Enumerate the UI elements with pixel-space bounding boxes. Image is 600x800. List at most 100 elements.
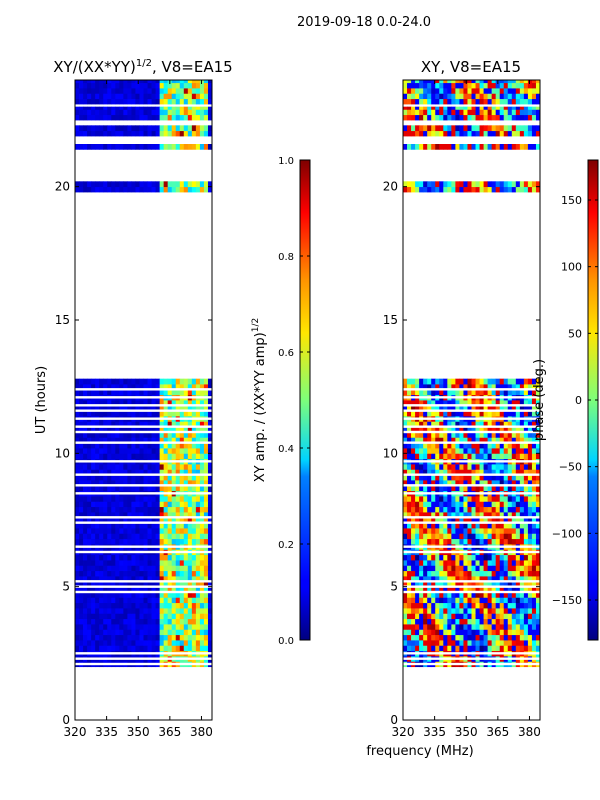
heatmap-cell bbox=[175, 442, 181, 449]
heatmap-cell bbox=[127, 405, 132, 412]
heatmap-cell bbox=[111, 144, 116, 150]
heatmap-cell bbox=[123, 432, 128, 438]
heatmap-cell bbox=[107, 421, 112, 428]
heatmap-cell bbox=[159, 144, 165, 150]
heatmap-cell bbox=[439, 410, 444, 417]
heatmap-cell bbox=[151, 565, 156, 572]
heatmap-cell bbox=[127, 82, 132, 89]
heatmap-cell bbox=[507, 485, 513, 492]
heatmap-cell bbox=[403, 88, 408, 94]
heatmap-cell bbox=[163, 485, 169, 492]
heatmap-cell bbox=[451, 426, 456, 433]
heatmap-cell bbox=[423, 389, 428, 396]
heatmap-cell bbox=[179, 565, 185, 572]
heatmap-cell bbox=[471, 88, 476, 94]
heatmap-cell bbox=[471, 538, 476, 545]
heatmap-cell bbox=[527, 613, 533, 620]
heatmap-cell bbox=[171, 432, 177, 438]
heatmap-cell bbox=[175, 144, 181, 150]
heatmap-cell bbox=[403, 560, 408, 566]
heatmap-cell bbox=[131, 453, 136, 460]
heatmap-cell bbox=[163, 496, 169, 502]
heatmap-cell bbox=[515, 512, 521, 518]
heatmap-cell bbox=[495, 384, 501, 390]
heatmap-cell bbox=[443, 432, 448, 438]
heatmap-cell bbox=[407, 405, 412, 412]
heatmap-cell bbox=[191, 485, 197, 492]
heatmap-cell bbox=[95, 469, 100, 476]
heatmap-cell bbox=[179, 144, 185, 150]
heatmap-cell bbox=[431, 496, 436, 502]
heatmap-cell bbox=[147, 426, 152, 433]
heatmap-cell bbox=[79, 410, 84, 417]
heatmap-cell bbox=[407, 560, 412, 566]
heatmap-cell bbox=[523, 474, 529, 481]
heatmap-cell bbox=[511, 130, 517, 137]
heatmap-cell bbox=[427, 512, 432, 518]
heatmap-cell bbox=[147, 400, 152, 406]
heatmap-cell bbox=[159, 448, 165, 454]
heatmap-cell bbox=[475, 464, 480, 470]
heatmap-cell bbox=[407, 437, 412, 444]
heatmap-cell bbox=[403, 629, 408, 636]
heatmap-cell bbox=[103, 602, 108, 609]
heatmap-cell bbox=[439, 645, 444, 652]
heatmap-cell bbox=[155, 130, 161, 137]
heatmap-cell bbox=[487, 384, 493, 390]
heatmap-cell bbox=[119, 98, 124, 105]
heatmap-cell bbox=[531, 437, 537, 444]
heatmap-cell bbox=[195, 613, 201, 620]
heatmap-cell bbox=[147, 597, 152, 604]
heatmap-cell bbox=[471, 586, 476, 593]
heatmap-cell bbox=[407, 602, 412, 609]
heatmap-cell bbox=[495, 448, 501, 454]
heatmap-cell bbox=[515, 560, 521, 566]
heatmap-cell bbox=[115, 186, 120, 193]
heatmap-cell bbox=[463, 554, 468, 561]
heatmap-cell bbox=[503, 480, 509, 486]
heatmap-cell bbox=[135, 426, 140, 433]
heatmap-cell bbox=[183, 634, 189, 641]
heatmap-cell bbox=[119, 538, 124, 545]
heatmap-cell bbox=[447, 576, 452, 582]
heatmap-cell bbox=[527, 114, 533, 121]
heatmap-cell bbox=[139, 384, 144, 390]
heatmap-cell bbox=[79, 618, 84, 625]
heatmap-cell bbox=[439, 384, 444, 390]
heatmap-cell bbox=[155, 186, 161, 193]
heatmap-cell bbox=[151, 624, 156, 630]
heatmap-cell bbox=[475, 480, 480, 486]
heatmap-cell bbox=[483, 109, 489, 116]
heatmap-cell bbox=[499, 114, 505, 121]
heatmap-cell bbox=[487, 581, 493, 588]
heatmap-cell bbox=[151, 560, 156, 566]
heatmap-cell bbox=[423, 469, 428, 476]
x-tick-label: 320 bbox=[392, 725, 415, 739]
heatmap-cell bbox=[95, 560, 100, 566]
heatmap-cell bbox=[199, 528, 205, 534]
heatmap-cell bbox=[159, 82, 165, 89]
heatmap-cell bbox=[483, 405, 489, 412]
heatmap-cell bbox=[143, 570, 148, 577]
heatmap-cell bbox=[115, 570, 120, 577]
heatmap-cell bbox=[195, 448, 201, 454]
heatmap-cell bbox=[199, 442, 205, 449]
heatmap-cell bbox=[195, 389, 201, 396]
heatmap-cell bbox=[447, 624, 452, 630]
heatmap-cell bbox=[111, 181, 116, 188]
heatmap-cell bbox=[167, 480, 173, 486]
heatmap-cell bbox=[147, 88, 152, 94]
heatmap-cell bbox=[187, 464, 193, 470]
heatmap-cell bbox=[511, 640, 517, 646]
heatmap-cell bbox=[511, 538, 517, 545]
heatmap-cell bbox=[487, 88, 493, 94]
heatmap-cell bbox=[195, 645, 201, 652]
heatmap-cell bbox=[495, 613, 501, 620]
heatmap-cell bbox=[99, 93, 104, 100]
heatmap-cell bbox=[455, 528, 460, 534]
heatmap-cell bbox=[475, 496, 480, 502]
heatmap-cell bbox=[499, 522, 505, 529]
heatmap-cell bbox=[415, 421, 420, 428]
heatmap-cell bbox=[203, 512, 209, 518]
heatmap-cell bbox=[107, 437, 112, 444]
